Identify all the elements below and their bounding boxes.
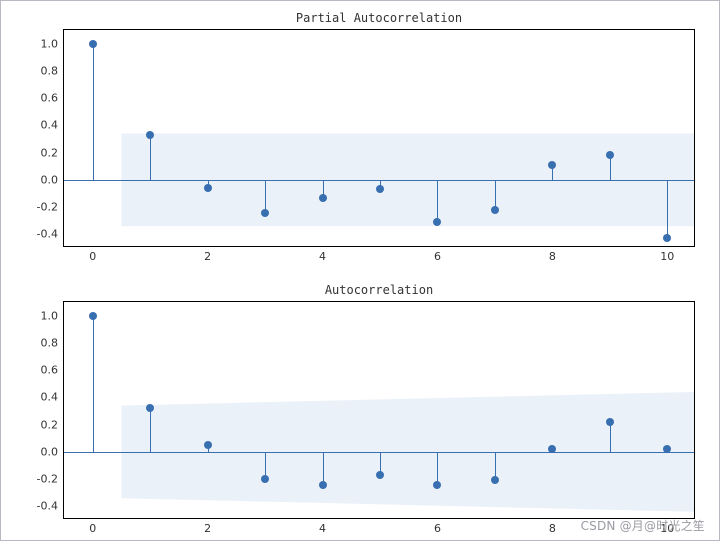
pacf-subplot: Partial Autocorrelation -0.4-0.20.00.20.… (63, 29, 695, 247)
xtick-label: 4 (319, 250, 326, 263)
stem-marker (548, 161, 556, 169)
stem-line (667, 180, 668, 239)
acf-title: Autocorrelation (63, 283, 695, 297)
ytick-label: -0.4 (37, 500, 58, 513)
stem-line (93, 316, 94, 452)
stem-line (437, 180, 438, 222)
confidence-band (64, 30, 694, 246)
xtick-label: 2 (204, 522, 211, 535)
stem-line (93, 44, 94, 180)
ytick-label: 0.4 (41, 119, 59, 132)
ytick-label: 0.2 (41, 146, 59, 159)
stem-marker (204, 441, 212, 449)
ytick-label: 0.0 (41, 445, 59, 458)
stem-marker (433, 218, 441, 226)
watermark-text: CSDN @月@时光之笙 (581, 517, 705, 534)
stem-marker (261, 475, 269, 483)
xtick-label: 0 (89, 522, 96, 535)
stem-marker (319, 194, 327, 202)
xtick-label: 0 (89, 250, 96, 263)
xtick-label: 8 (549, 522, 556, 535)
stem-marker (376, 185, 384, 193)
ytick-label: 0.6 (41, 364, 59, 377)
ytick-label: 0.4 (41, 391, 59, 404)
stem-marker (319, 481, 327, 489)
ytick-label: 1.0 (41, 309, 59, 322)
stem-marker (146, 404, 154, 412)
stem-marker (146, 131, 154, 139)
stem-marker (548, 445, 556, 453)
stem-marker (606, 418, 614, 426)
pacf-title: Partial Autocorrelation (63, 11, 695, 25)
xtick-label: 6 (434, 522, 441, 535)
stem-line (610, 422, 611, 452)
stem-marker (491, 476, 499, 484)
stem-marker (433, 481, 441, 489)
ytick-label: 0.2 (41, 418, 59, 431)
pacf-plot-area (64, 30, 694, 246)
xtick-label: 8 (549, 250, 556, 263)
ytick-label: 0.8 (41, 64, 59, 77)
ytick-label: -0.4 (37, 228, 58, 241)
stem-marker (663, 445, 671, 453)
stem-marker (606, 151, 614, 159)
xtick-label: 2 (204, 250, 211, 263)
figure-container: Partial Autocorrelation -0.4-0.20.00.20.… (0, 0, 720, 541)
stem-marker (89, 40, 97, 48)
acf-plot-area (64, 302, 694, 518)
stem-marker (376, 471, 384, 479)
stem-marker (89, 312, 97, 320)
ytick-label: 0.0 (41, 173, 59, 186)
xtick-label: 4 (319, 522, 326, 535)
zero-line (64, 452, 694, 453)
xtick-label: 10 (660, 250, 674, 263)
ytick-label: 0.6 (41, 92, 59, 105)
ytick-label: 1.0 (41, 37, 59, 50)
confidence-band (64, 302, 694, 518)
zero-line (64, 180, 694, 181)
acf-axes: -0.4-0.20.00.20.40.60.81.00246810 (63, 301, 695, 519)
stem-marker (204, 184, 212, 192)
stem-line (150, 408, 151, 452)
stem-marker (261, 209, 269, 217)
stem-line (150, 135, 151, 180)
xtick-label: 6 (434, 250, 441, 263)
acf-subplot: Autocorrelation -0.4-0.20.00.20.40.60.81… (63, 301, 695, 519)
stem-marker (663, 234, 671, 242)
ytick-label: -0.2 (37, 201, 58, 214)
stem-marker (491, 206, 499, 214)
pacf-axes: -0.4-0.20.00.20.40.60.81.00246810 (63, 29, 695, 247)
ytick-label: -0.2 (37, 473, 58, 486)
ytick-label: 0.8 (41, 336, 59, 349)
